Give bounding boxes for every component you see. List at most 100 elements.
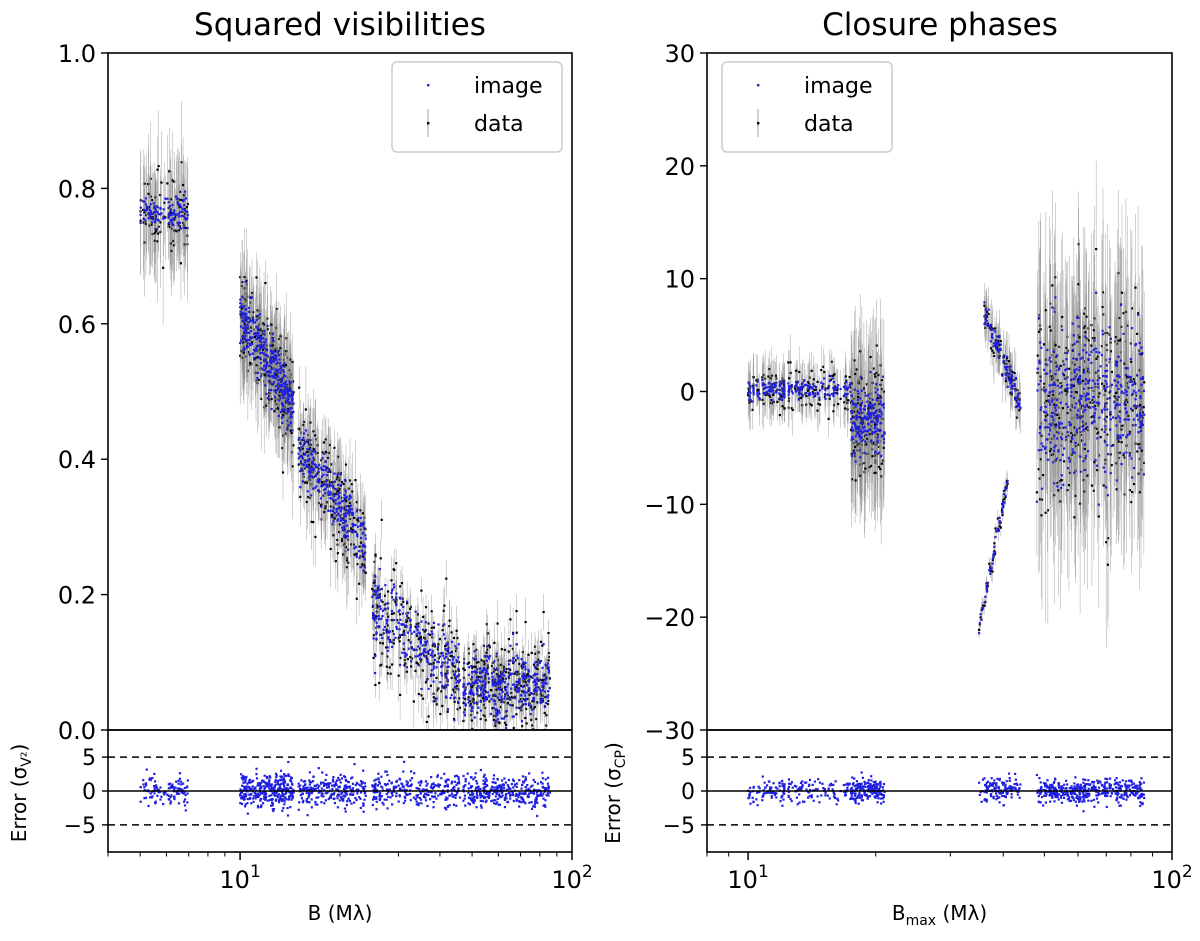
image-point (318, 480, 320, 482)
data-point (445, 578, 447, 580)
data-point (260, 398, 262, 400)
image-point (501, 700, 503, 702)
data-point (409, 608, 411, 610)
image-point (323, 465, 325, 467)
image-point (254, 321, 256, 323)
image-point (328, 491, 330, 493)
image-point (283, 409, 285, 411)
residual-point (149, 796, 151, 798)
image-point (449, 659, 451, 661)
image-point (353, 530, 355, 532)
image-point (299, 455, 301, 457)
image-point (320, 506, 322, 508)
residual-point (407, 785, 409, 787)
image-point (159, 208, 161, 210)
image-point (302, 444, 304, 446)
image-point (357, 517, 359, 519)
image-point (268, 389, 270, 391)
data-point (390, 579, 392, 581)
residual-point (156, 795, 158, 797)
image-point (340, 517, 342, 519)
image-point (241, 296, 243, 298)
image-point (401, 652, 403, 654)
data-point (282, 471, 284, 473)
image-point (353, 547, 355, 549)
residual-point (281, 788, 283, 790)
image-point (263, 365, 265, 367)
residual-point (548, 787, 550, 789)
image-point (341, 507, 343, 509)
residual-point (155, 784, 157, 786)
residual-point (302, 800, 304, 802)
image-point (315, 474, 317, 476)
image-point (256, 319, 258, 321)
residual-point (346, 804, 348, 806)
image-point (517, 691, 519, 693)
residual-point (160, 796, 162, 798)
residual-point (542, 777, 544, 779)
residual-point (361, 783, 363, 785)
image-point (178, 222, 180, 224)
residual-point (454, 781, 456, 783)
image-point (241, 315, 243, 317)
image-point (534, 661, 536, 663)
image-point (259, 357, 261, 359)
image-point (402, 612, 404, 614)
image-point (278, 358, 280, 360)
residual-point (425, 799, 427, 801)
residual-point (457, 776, 459, 778)
image-point (323, 489, 325, 491)
data-point (254, 336, 256, 338)
data-point (362, 556, 364, 558)
image-point (286, 402, 288, 404)
data-point (540, 641, 542, 643)
data-point (500, 664, 502, 666)
residual-point (345, 787, 347, 789)
image-point (490, 698, 492, 700)
data-point (323, 511, 325, 513)
image-point (469, 690, 471, 692)
residual-point (333, 798, 335, 800)
image-point (458, 643, 460, 645)
image-point (387, 638, 389, 640)
image-point (374, 619, 376, 621)
image-point (260, 375, 262, 377)
image-point (456, 675, 458, 677)
residual-point (416, 803, 418, 805)
image-point (403, 623, 405, 625)
residual-point (264, 795, 266, 797)
residual-point (395, 795, 397, 797)
residual-point (266, 776, 268, 778)
image-point (242, 336, 244, 338)
image-point (518, 687, 520, 689)
residual-point (306, 792, 308, 794)
image-point (515, 671, 517, 673)
image-point (270, 356, 272, 358)
residual-point (186, 792, 188, 794)
image-point (522, 666, 524, 668)
image-point (467, 683, 469, 685)
residual-point (381, 802, 383, 804)
image-point (430, 675, 432, 677)
residual-point (374, 785, 376, 787)
residual-point (453, 787, 455, 789)
residual-point (419, 784, 421, 786)
residual-point (283, 803, 285, 805)
image-point (536, 673, 538, 675)
image-point (441, 674, 443, 676)
data-point (302, 424, 304, 426)
residual-point (259, 799, 261, 801)
data-point (488, 681, 490, 683)
data-point (309, 421, 311, 423)
image-point (521, 664, 523, 666)
image-point (291, 398, 293, 400)
data-point (428, 715, 430, 717)
residual-point (257, 796, 259, 798)
image-point (256, 329, 258, 331)
residual-point (434, 792, 436, 794)
residual-point (398, 800, 400, 802)
data-point (439, 638, 441, 640)
residual-point (243, 786, 245, 788)
residual-point (283, 777, 285, 779)
image-point (482, 695, 484, 697)
